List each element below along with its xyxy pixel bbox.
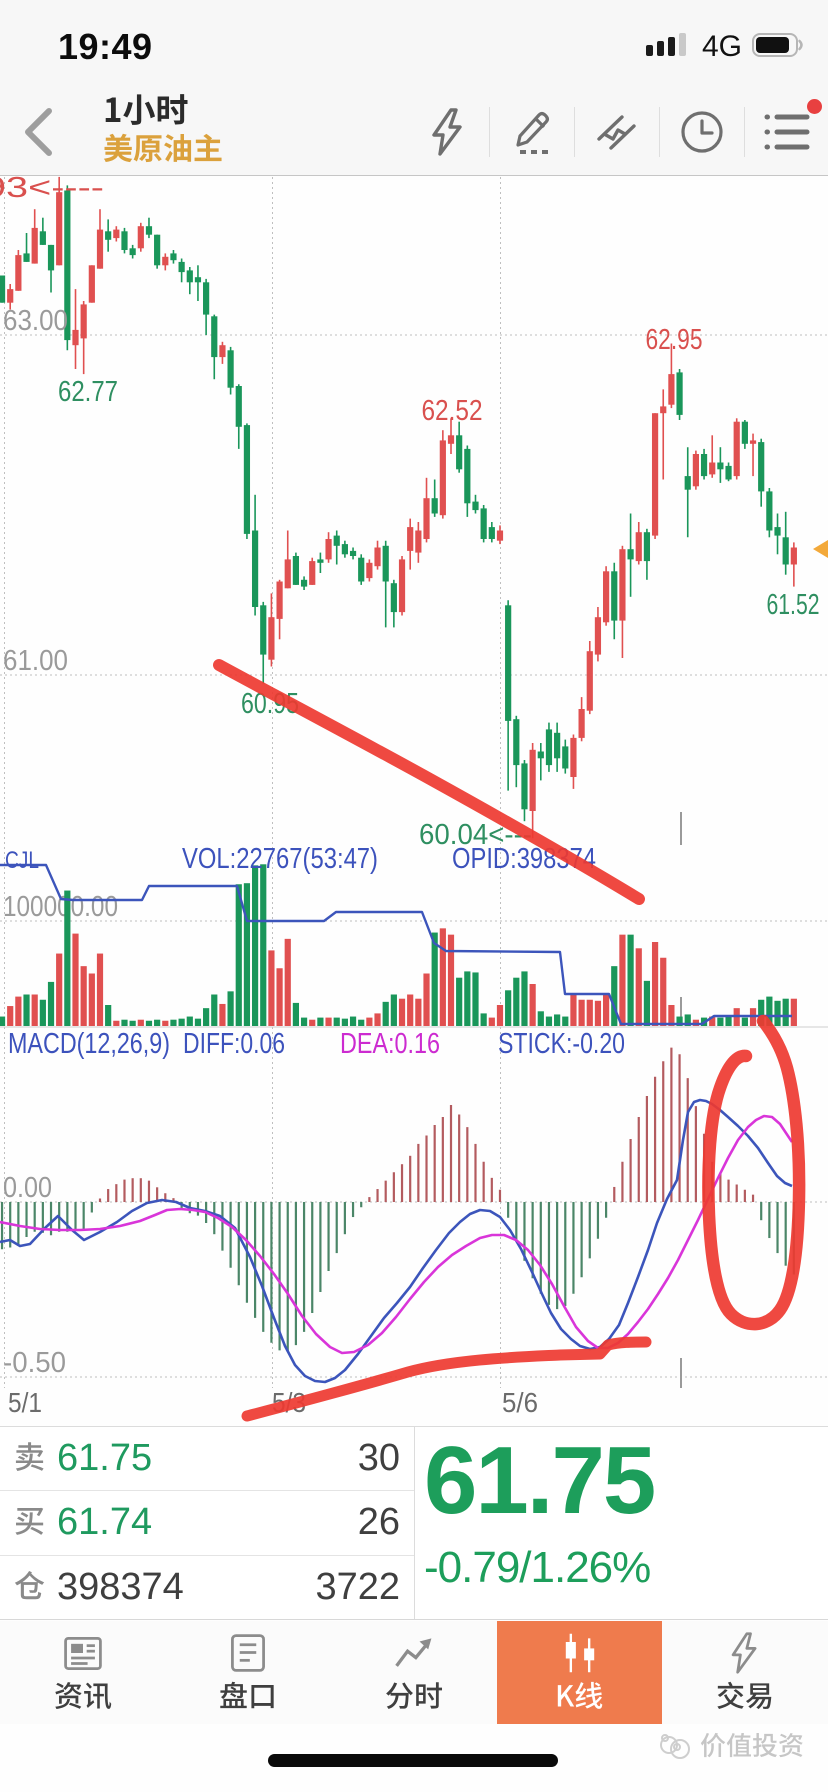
orderbook-icon — [231, 1634, 266, 1672]
quote-panel: 61.75 30 61.74 26 398374 3722 61.75 -0.7… — [0, 1426, 828, 1620]
watermark — [658, 1732, 804, 1762]
network-type-label: 4G — [701, 30, 742, 63]
indicators-button[interactable] — [586, 101, 648, 163]
toolbar-separator — [489, 107, 490, 157]
tab-bar — [0, 1621, 828, 1724]
notification-badge — [807, 99, 822, 114]
ask-row[interactable]: 61.75 30 — [0, 1427, 414, 1492]
svg-text:61.00: 61.00 — [3, 645, 68, 677]
tab-label — [385, 1681, 443, 1714]
bid-price: 61.74 — [57, 1501, 153, 1544]
ask-size: 30 — [357, 1437, 400, 1480]
svg-text:VOL:22767(53:47): VOL:22767(53:47) — [182, 843, 378, 875]
open-interest-change: 3722 — [315, 1566, 400, 1609]
svg-text:5/6: 5/6 — [502, 1387, 538, 1418]
status-time: 19:49 — [58, 26, 153, 67]
ask-price: 61.75 — [57, 1437, 153, 1480]
timeframe-title[interactable] — [103, 93, 223, 130]
clock-icon — [681, 111, 723, 153]
watermark-logo-icon — [660, 1734, 690, 1759]
toolbar-separator — [574, 107, 575, 157]
tab-kline[interactable] — [496, 1621, 663, 1724]
news-icon — [64, 1636, 102, 1670]
trade-icon — [731, 1632, 757, 1674]
pencil-icon — [516, 112, 549, 154]
indicator-lines-icon — [597, 115, 636, 150]
last-price-block: 61.75 -0.79/1.26% — [424, 1433, 828, 1593]
symbol-title[interactable] — [103, 133, 223, 167]
chevron-left-icon — [25, 108, 52, 156]
flash-icon — [432, 108, 462, 156]
svg-text:62.77: 62.77 — [58, 376, 118, 408]
svg-text:DIFF:0.06: DIFF:0.06 — [183, 1028, 285, 1060]
bid-size: 26 — [357, 1501, 400, 1544]
svg-text:-0.50: -0.50 — [3, 1347, 66, 1379]
kline-chart[interactable]: 100000.00 0.00 -0.50 5/1 5/3 5/6 63.00 61.00 CJL… — [0, 176, 828, 1426]
svg-text:61.52: 61.52 — [767, 589, 820, 621]
toolbar-separator — [659, 107, 660, 157]
tab-label — [716, 1681, 774, 1714]
quick-order-button[interactable] — [416, 101, 478, 163]
last-price: 61.75 — [424, 1427, 656, 1534]
svg-text:62.95: 62.95 — [646, 324, 703, 356]
cellular-signal-icon — [645, 32, 692, 62]
tab-label — [54, 1681, 112, 1714]
svg-text:62.52: 62.52 — [422, 395, 483, 427]
svg-text:63.00: 63.00 — [3, 305, 68, 337]
tab-label — [219, 1681, 277, 1714]
svg-text:0.00: 0.00 — [3, 1172, 52, 1204]
bid-row[interactable]: 61.74 26 — [0, 1491, 414, 1556]
price-change: -0.79/1.26% — [424, 1543, 651, 1592]
svg-text:5/1: 5/1 — [8, 1387, 42, 1418]
quote-table: 61.75 30 61.74 26 398374 3722 — [0, 1427, 415, 1619]
svg-text:93<----: 93<---- — [0, 176, 104, 204]
svg-text:CJL: CJL — [5, 847, 39, 874]
bid-label — [14, 1505, 45, 1540]
toolbar-separator — [744, 107, 745, 157]
battery-icon — [752, 32, 804, 62]
periods-button[interactable] — [671, 101, 733, 163]
tab-orderbook[interactable] — [166, 1621, 332, 1724]
svg-text:DEA:0.16: DEA:0.16 — [340, 1028, 440, 1060]
header — [0, 88, 828, 176]
home-indicator[interactable] — [268, 1754, 558, 1767]
chart-svg[interactable]: 100000.000.00-0.505/1 5/3 5/663.0061.00CJL… — [0, 176, 828, 1426]
watermark-text — [700, 1732, 804, 1762]
timeshare-icon — [395, 1638, 432, 1667]
svg-text:MACD(12,26,9): MACD(12,26,9) — [8, 1028, 170, 1060]
status-bar: 19:49 4G — [0, 0, 828, 88]
draw-button[interactable] — [501, 101, 563, 163]
tab-timeshare[interactable] — [331, 1621, 497, 1724]
tab-label — [555, 1681, 604, 1714]
open-interest-value: 398374 — [57, 1566, 184, 1609]
tab-news[interactable] — [0, 1621, 166, 1724]
kline-icon — [565, 1633, 594, 1673]
svg-text:STICK:-0.20: STICK:-0.20 — [498, 1028, 625, 1060]
tab-trade[interactable] — [662, 1621, 828, 1724]
list-menu-icon — [764, 114, 810, 150]
open-interest-row[interactable]: 398374 3722 — [0, 1556, 414, 1620]
list-menu-button[interactable] — [756, 99, 822, 163]
open-interest-label — [14, 1570, 45, 1605]
back-button[interactable] — [16, 102, 64, 162]
ask-label — [14, 1441, 45, 1476]
